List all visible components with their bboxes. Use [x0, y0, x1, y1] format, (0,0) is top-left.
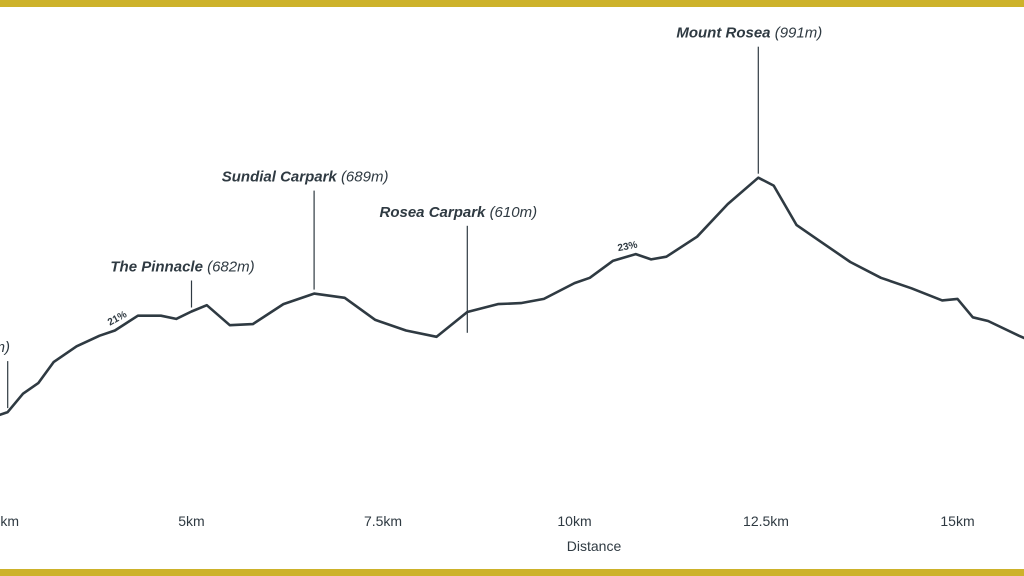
elevation-line — [0, 176, 1024, 417]
top-border-band — [0, 0, 1024, 7]
x-tick-label: 2.5km — [0, 513, 19, 529]
x-tick-label: 7.5km — [364, 513, 402, 529]
x-tick-label: 5km — [178, 513, 204, 529]
annotation-label: Sundial Carpark (689m) — [222, 169, 389, 186]
annotation-label: Rosea Carpark (610m) — [380, 204, 538, 221]
x-tick-label: 12.5km — [743, 513, 789, 529]
x-axis-label: Distance — [567, 538, 622, 554]
x-axis-ticks: 2.5km 5km 7.5km 10km 12.5km 15km — [0, 513, 975, 529]
bottom-border-band — [0, 569, 1024, 576]
annotation-label: Mount Rosea (991m) — [676, 25, 822, 42]
annotation-labels: (m) The Pinnacle (682m) Sundial Carpark (6… — [0, 25, 822, 356]
annotation-label: (m) — [0, 339, 10, 356]
grade-label: 21% — [106, 309, 129, 328]
annotation-label: The Pinnacle (682m) — [110, 259, 254, 276]
annotation-leaders — [7, 46, 759, 409]
x-tick-label: 10km — [557, 513, 591, 529]
grade-label: 23% — [617, 240, 639, 255]
x-tick-label: 15km — [940, 513, 974, 529]
